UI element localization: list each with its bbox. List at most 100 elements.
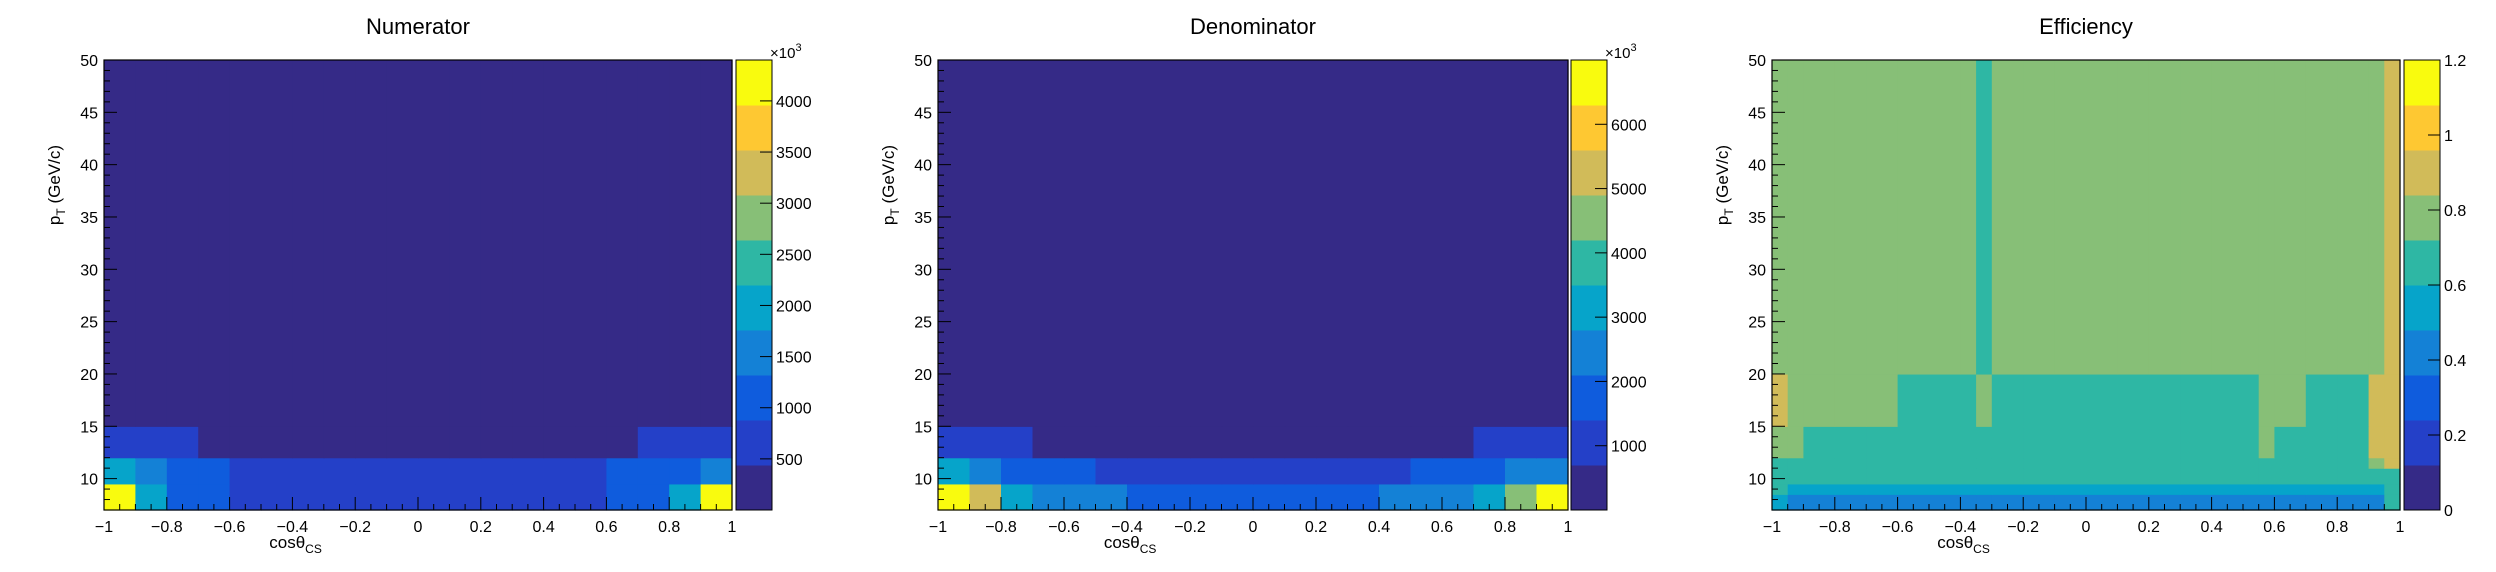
palette-band (2404, 195, 2440, 241)
heatmap-cell (938, 426, 971, 459)
heatmap-cell (1772, 426, 1789, 459)
y-tick-label: 30 (80, 262, 98, 279)
x-tick-label: 0.8 (1494, 519, 1516, 536)
heatmap-cell (2384, 468, 2401, 485)
heatmap-cell (2243, 426, 2260, 459)
x-tick-label: −1 (1763, 519, 1781, 536)
heatmap-cell (2023, 457, 2056, 469)
heatmap-cell (1347, 426, 1380, 459)
heatmap-cell (261, 426, 293, 459)
heatmap-cell (2305, 457, 2338, 469)
palette-band (736, 105, 772, 151)
palette-band (1571, 375, 1607, 421)
heatmap-cell (2148, 457, 2181, 469)
heatmap-cell (2023, 494, 2056, 511)
palette-tick-label: 500 (776, 452, 803, 469)
heatmap-cell (1536, 457, 1569, 485)
heatmap-cell (1505, 426, 1538, 459)
heatmap-cell (2148, 60, 2181, 375)
chart-numerator: Numerator −1 −0.8 −0.6 −0.4 −0.2 0 0.2 0.4 0.6 0.8… (45, 14, 812, 556)
heatmap-cell (2117, 457, 2150, 469)
heatmap-cell (2148, 483, 2181, 495)
y-axis-title: pT (GeV/c) (1713, 145, 1736, 225)
y-tick-label: 50 (1748, 53, 1766, 70)
x-tick-label: 0.6 (595, 519, 617, 536)
heatmap-cell (261, 457, 293, 485)
heatmap-cell (2243, 494, 2260, 511)
heatmap-cell (2180, 457, 2213, 469)
heatmap-cell (2180, 468, 2213, 485)
heatmap-cell (637, 60, 670, 427)
color-palette: 0 0.2 0.4 0.6 0.8 1 1.2 (2403, 53, 2466, 520)
heatmap-cell (1316, 60, 1349, 427)
heatmap-cells (104, 60, 733, 511)
heatmap-cell (1032, 457, 1065, 485)
heatmap-cell (2054, 373, 2087, 427)
heatmap-cell (2337, 457, 2370, 469)
palette-frame (1570, 59, 1608, 511)
y-tick-label: 35 (914, 210, 932, 227)
palette-band (2404, 105, 2440, 151)
y-tick-label: 40 (1748, 158, 1766, 175)
heatmap-cell (2211, 373, 2244, 427)
heatmap-cell (292, 426, 325, 459)
heatmap-cell (2337, 468, 2370, 485)
heatmap-cell (1095, 457, 1128, 485)
heatmap-cell (1866, 457, 1899, 469)
palette-band (1571, 60, 1607, 106)
heatmap-cell (1347, 60, 1380, 427)
heatmap-cell (1442, 426, 1475, 459)
heatmap-cell (1442, 60, 1475, 427)
heatmap-cell (2305, 373, 2338, 427)
heatmap-cell (2211, 483, 2244, 495)
heatmap-cell (1127, 457, 1160, 485)
x-tick-label: 0.4 (1368, 519, 1390, 536)
heatmap-cell (512, 60, 545, 427)
heatmap-cell (1834, 468, 1867, 485)
heatmap-cell (1803, 494, 1836, 511)
heatmap-cell (1379, 457, 1412, 485)
heatmap-cell (2180, 373, 2213, 427)
x-tick-label: −0.4 (1945, 519, 1977, 536)
heatmap-cell (1976, 60, 1993, 375)
heatmap-cell (1127, 60, 1160, 427)
heatmap-cell (135, 60, 168, 427)
y-tick-label: 25 (914, 315, 932, 332)
y-tick-label: 10 (914, 472, 932, 489)
heatmap-cell (2243, 457, 2260, 469)
heatmap-cell (1410, 426, 1443, 459)
heatmap-cell (1253, 60, 1286, 427)
palette-band (1571, 195, 1607, 241)
heatmap-cell (1834, 483, 1867, 495)
heatmap-cell (1032, 426, 1065, 459)
chart-denominator: Denominator −1 −0.8 −0.6 −0.4 −0.2 0 0.2 0.4 0.6 0… (879, 14, 1647, 556)
heatmap-cell (1976, 373, 1993, 427)
x-tick-label: 1 (728, 519, 737, 536)
x-tick-label: 0 (414, 519, 423, 536)
chart-efficiency: Efficiency −1 −0.8 −0.6 −0.4 −0.2 0 0.2 0.4 0.6 0.… (1713, 14, 2466, 556)
palette-tick-label: 0.6 (2444, 278, 2466, 295)
heatmap-cell (1991, 373, 2024, 427)
y-tick-label: 15 (80, 419, 98, 436)
heatmap-cell (1803, 60, 1836, 375)
heatmap-cell (2054, 60, 2087, 375)
x-tick-label: 0.8 (2326, 519, 2348, 536)
heatmap-cell (1190, 426, 1223, 459)
heatmap-cell (1772, 457, 1789, 469)
heatmap-cell (1866, 426, 1899, 459)
y-axis-title: pT (GeV/c) (45, 145, 68, 225)
x-tick-label: 0.8 (658, 519, 680, 536)
x-tick-label: 0.2 (2138, 519, 2160, 536)
heatmap-cell (1834, 373, 1867, 427)
x-tick-label: −0.6 (214, 519, 246, 536)
heatmap-cell (1991, 483, 2024, 495)
y-tick-label: 25 (80, 315, 98, 332)
palette-band (2404, 60, 2440, 106)
heatmap-cell (1127, 426, 1160, 459)
heatmap-cell (1897, 426, 1961, 459)
y-tick-label: 20 (80, 367, 98, 384)
x-tick-label: −0.8 (151, 519, 183, 536)
heatmap-cell (2305, 468, 2338, 485)
heatmap-cell (2211, 468, 2244, 485)
heatmap-cell (1536, 60, 1569, 427)
